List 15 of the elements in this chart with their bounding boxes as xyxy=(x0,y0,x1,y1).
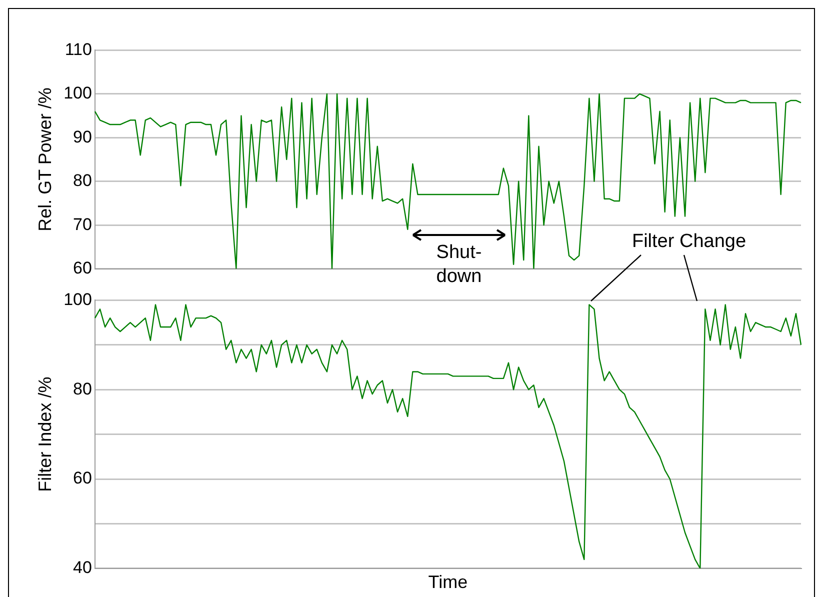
y-tick-label: 80 xyxy=(73,171,92,190)
y-axis-title: Rel. GT Power /% xyxy=(34,88,55,232)
y-tick-label: 70 xyxy=(73,214,92,234)
x-axis-title: Time xyxy=(428,572,468,592)
y-tick-label: 110 xyxy=(64,40,92,59)
y-tick-label: 100 xyxy=(64,290,92,309)
y-tick-label: 60 xyxy=(73,258,92,278)
y-axis-title: Filter Index /% xyxy=(34,376,55,492)
y-tick-label: 80 xyxy=(73,379,92,398)
y-tick-label: 60 xyxy=(73,468,92,488)
y-tick-label: 100 xyxy=(64,84,92,103)
y-tick-label: 90 xyxy=(73,127,92,146)
annotation: Shut-down xyxy=(435,241,483,289)
annotation: Filter Change xyxy=(632,230,746,254)
y-tick-label: 40 xyxy=(73,558,92,578)
